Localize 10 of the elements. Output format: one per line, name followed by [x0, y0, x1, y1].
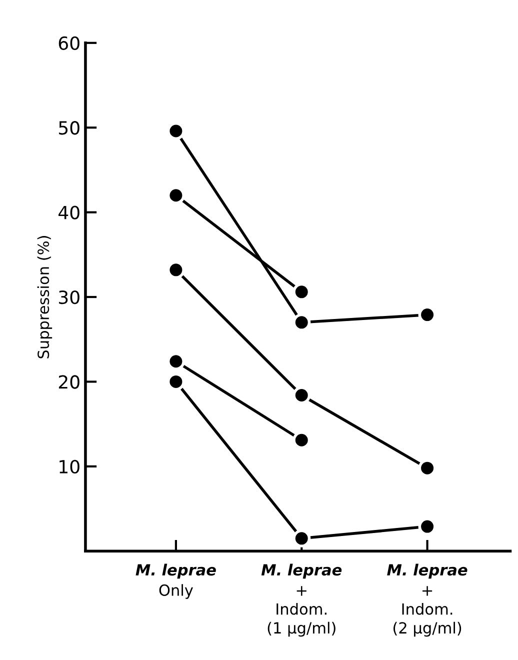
x-tick-label: M. leprae + Indom. (2 μg/ml) [387, 564, 468, 637]
y-tick-label: 30 [59, 290, 80, 304]
y-tick-label: 40 [58, 206, 80, 220]
y-axis-title: Suppression (%) [37, 236, 52, 358]
x-tick-label: M. leprae Only [136, 564, 216, 599]
y-tick-label: 10 [60, 460, 80, 474]
y-tick-label: 20 [58, 375, 80, 389]
y-tick-label: 60 [58, 36, 80, 50]
y-tick-label: 50 [59, 121, 80, 135]
x-tick-label: M. leprae + Indom. (1 μg/ml) [261, 564, 342, 637]
